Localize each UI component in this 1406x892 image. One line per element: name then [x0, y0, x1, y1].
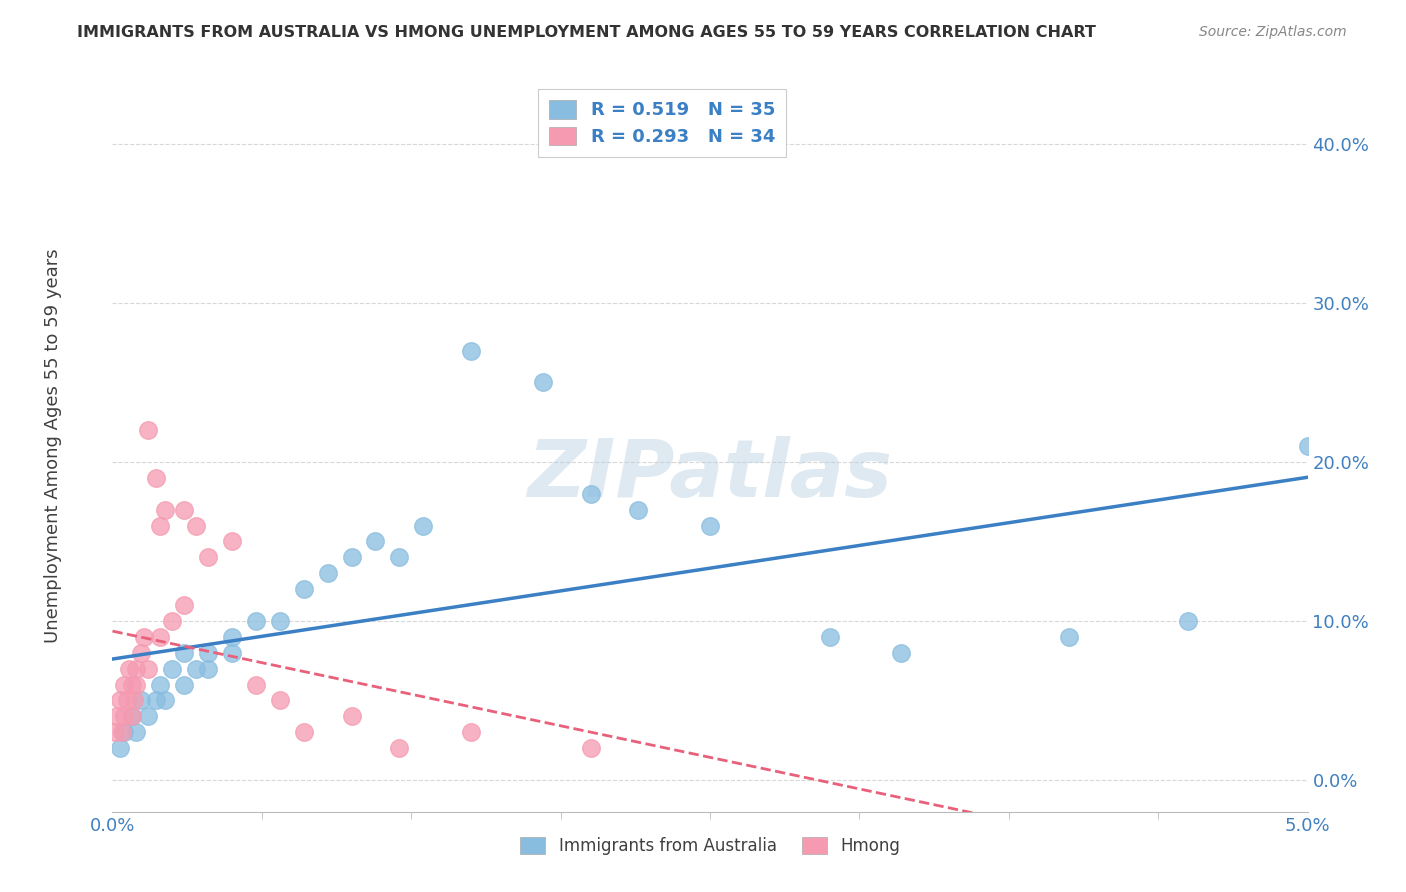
Point	[221, 630, 243, 644]
Point	[138, 709, 160, 723]
Text: Unemployment Among Ages 55 to 59 years: Unemployment Among Ages 55 to 59 years	[45, 249, 62, 643]
Point	[292, 725, 315, 739]
Point	[145, 693, 167, 707]
Point	[122, 693, 145, 707]
Point	[111, 725, 134, 739]
Point	[388, 550, 411, 565]
Point	[173, 677, 195, 691]
Point	[149, 677, 172, 691]
Point	[114, 709, 135, 723]
Point	[125, 662, 148, 676]
Text: ZIPatlas: ZIPatlas	[527, 436, 893, 515]
Point	[114, 677, 135, 691]
Point	[108, 741, 131, 756]
Point	[153, 693, 176, 707]
Point	[221, 646, 243, 660]
Point	[579, 741, 602, 756]
Point	[460, 725, 482, 739]
Point	[197, 550, 219, 565]
Point	[197, 646, 219, 660]
Legend: Immigrants from Australia, Hmong: Immigrants from Australia, Hmong	[513, 830, 907, 862]
Point	[149, 630, 172, 644]
Point	[460, 343, 482, 358]
Point	[162, 614, 183, 628]
Text: Source: ZipAtlas.com: Source: ZipAtlas.com	[1199, 25, 1347, 39]
Point	[108, 693, 131, 707]
Point	[138, 423, 160, 437]
Point	[138, 662, 160, 676]
Point	[316, 566, 339, 581]
Point	[115, 693, 138, 707]
Point	[1296, 439, 1319, 453]
Point	[145, 471, 167, 485]
Point	[186, 662, 208, 676]
Text: IMMIGRANTS FROM AUSTRALIA VS HMONG UNEMPLOYMENT AMONG AGES 55 TO 59 YEARS CORREL: IMMIGRANTS FROM AUSTRALIA VS HMONG UNEMP…	[77, 25, 1097, 40]
Point	[699, 518, 721, 533]
Point	[245, 614, 267, 628]
Point	[162, 662, 183, 676]
Point	[132, 630, 155, 644]
Point	[173, 502, 195, 516]
Point	[153, 502, 176, 516]
Point	[197, 662, 219, 676]
Point	[125, 725, 148, 739]
Point	[340, 550, 363, 565]
Point	[364, 534, 387, 549]
Point	[105, 709, 128, 723]
Point	[125, 677, 148, 691]
Point	[173, 646, 195, 660]
Point	[818, 630, 841, 644]
Point	[129, 693, 152, 707]
Point	[412, 518, 434, 533]
Point	[627, 502, 650, 516]
Point	[121, 709, 143, 723]
Point	[129, 646, 152, 660]
Point	[173, 598, 195, 612]
Point	[579, 486, 602, 500]
Point	[245, 677, 267, 691]
Point	[114, 725, 135, 739]
Point	[104, 725, 127, 739]
Point	[269, 693, 291, 707]
Point	[186, 518, 208, 533]
Point	[121, 677, 143, 691]
Point	[1177, 614, 1199, 628]
Point	[1057, 630, 1080, 644]
Point	[149, 518, 172, 533]
Point	[531, 376, 554, 390]
Point	[118, 662, 141, 676]
Point	[221, 534, 243, 549]
Point	[340, 709, 363, 723]
Point	[388, 741, 411, 756]
Point	[121, 709, 143, 723]
Point	[269, 614, 291, 628]
Point	[890, 646, 912, 660]
Point	[292, 582, 315, 596]
